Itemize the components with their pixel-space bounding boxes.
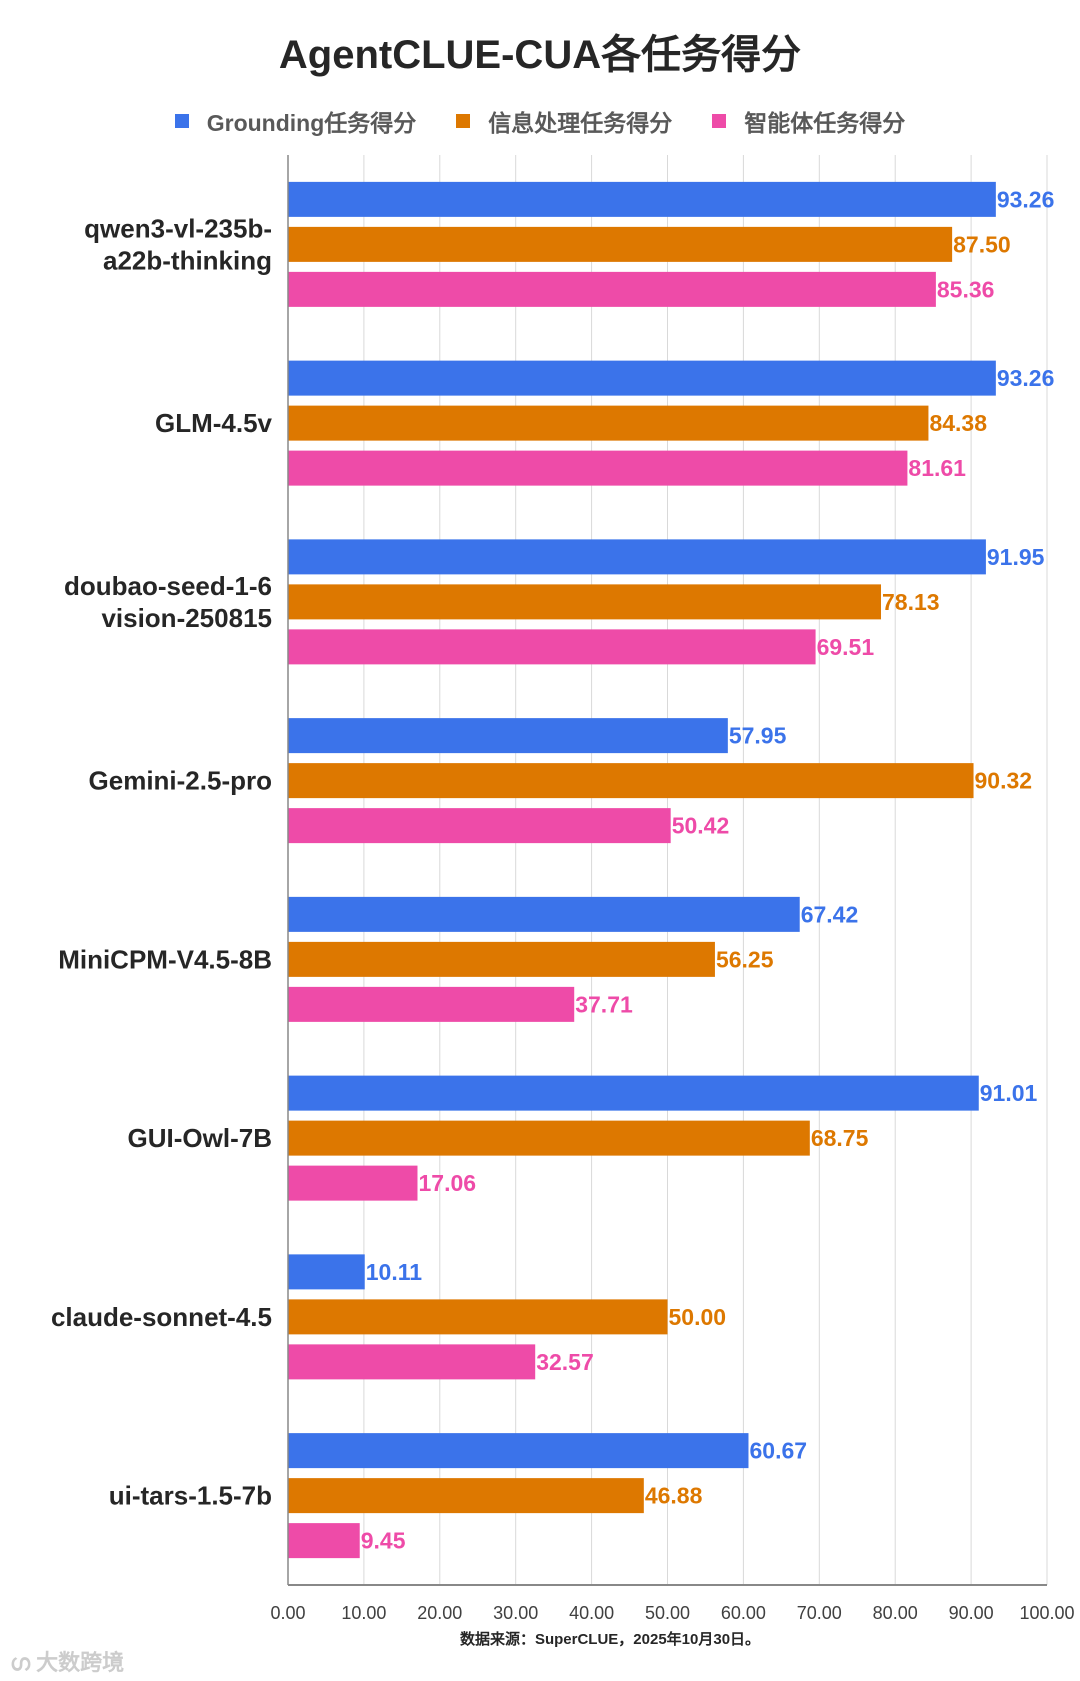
bar [288,1120,810,1156]
data-label: 67.42 [801,901,859,927]
bar [288,808,671,844]
category-label: Gemini-2.5-pro [89,766,272,796]
x-tick-label: 40.00 [569,1603,614,1623]
watermark-text: 大数跨境 [36,1650,125,1675]
bar [288,1478,644,1514]
data-label: 91.01 [980,1080,1038,1106]
data-label: 10.11 [366,1259,422,1285]
category-label: a22b-thinking [103,245,272,275]
bar [288,1523,360,1559]
legend-item-info: 信息处理任务得分 [456,104,672,138]
bar [288,1075,979,1111]
data-label: 85.36 [937,276,995,302]
bar [288,986,575,1022]
x-tick-label: 100.00 [1019,1603,1074,1623]
data-label: 46.88 [645,1483,703,1509]
bar [288,539,986,575]
legend-swatch [174,114,189,128]
x-tick-label: 50.00 [645,1603,690,1623]
legend: Grounding任务得分 信息处理任务得分 智能体任务得分 [0,104,1080,138]
category-label: ui-tars-1.5-7b [109,1481,272,1511]
data-label: 93.26 [997,186,1055,212]
data-label: 57.95 [729,723,787,749]
data-label: 68.75 [811,1125,869,1151]
data-label: 56.25 [716,946,774,972]
bar [288,1299,668,1335]
bar [288,763,974,799]
data-label: 32.57 [536,1349,594,1375]
x-tick-label: 10.00 [341,1603,386,1623]
legend-label: 智能体任务得分 [744,110,906,136]
x-tick-label: 20.00 [417,1603,462,1623]
legend-item-agent: 智能体任务得分 [712,104,905,138]
category-label: qwen3-vl-235b- [84,213,272,243]
bar [288,226,953,262]
bar [288,941,715,977]
bar [288,1254,365,1290]
data-label: 50.00 [669,1304,727,1330]
category-label: GUI-Owl-7B [128,1123,272,1153]
legend-label: 信息处理任务得分 [488,110,673,136]
x-tick-label: 70.00 [797,1603,842,1623]
chart-title: AgentCLUE-CUA各任务得分 [278,33,802,77]
data-label: 60.67 [749,1438,807,1464]
bar [288,896,800,932]
category-label: claude-sonnet-4.5 [51,1302,272,1332]
data-label: 9.45 [361,1528,406,1554]
legend-label: Grounding任务得分 [206,110,417,136]
category-label: doubao-seed-1-6 [64,571,272,601]
data-label: 17.06 [418,1170,476,1196]
legend-swatch [456,114,471,128]
category-label: MiniCPM-V4.5-8B [58,944,272,974]
bar [288,1165,418,1201]
data-label: 50.42 [672,813,730,839]
data-label: 81.61 [908,455,966,481]
legend-swatch [712,114,727,128]
bar [288,1433,749,1469]
data-label: 78.13 [882,589,940,615]
data-label: 93.26 [997,365,1055,391]
x-tick-label: 60.00 [721,1603,766,1623]
x-tick-label: 0.00 [270,1603,305,1623]
data-label: 69.51 [817,634,875,660]
category-label: GLM-4.5v [155,408,273,438]
data-label: 90.32 [975,768,1033,794]
bar [288,271,936,307]
bar [288,1344,536,1380]
category-label: vision-250815 [101,603,272,633]
data-label: 84.38 [929,410,987,436]
x-tick-label: 30.00 [493,1603,538,1623]
bar [288,718,728,754]
bar [288,405,929,441]
x-tick-label: 80.00 [873,1603,918,1623]
bar [288,584,882,620]
data-label: 37.71 [575,991,633,1017]
bar [288,181,996,217]
source-note: 数据来源：SuperCLUE，2025年10月30日。 [459,1631,761,1648]
watermark: ഗ 大数跨境 [10,1650,125,1675]
bar [288,360,996,396]
data-label: 91.95 [987,544,1045,570]
bar [288,450,908,486]
x-tick-label: 90.00 [949,1603,994,1623]
bar [288,629,816,665]
data-label: 87.50 [953,231,1011,257]
legend-item-grounding: Grounding任务得分 [174,104,417,138]
